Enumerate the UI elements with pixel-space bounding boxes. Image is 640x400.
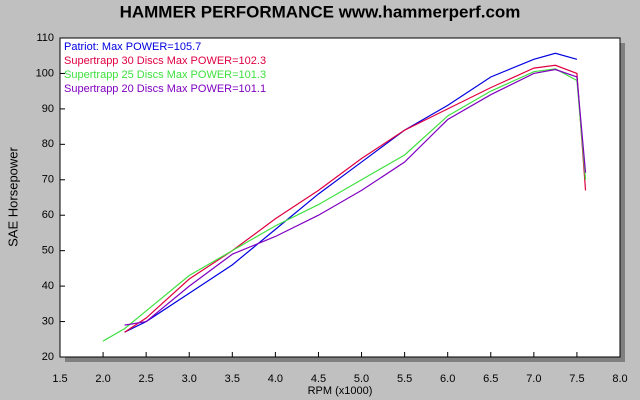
x-tick-label: 3.0 [182, 373, 197, 385]
x-axis-label: RPM (x1000) [308, 385, 373, 397]
x-tick-label: 1.5 [52, 373, 67, 385]
series-line [124, 68, 587, 326]
x-tick-label: 4.5 [311, 373, 326, 385]
x-tick-label: 6.5 [483, 373, 498, 385]
x-tick-label: 5.5 [397, 373, 412, 385]
x-tick-label: 7.5 [569, 373, 584, 385]
chart-title: HAMMER PERFORMANCE www.hammerperf.com [120, 2, 521, 21]
y-tick-label: 30 [42, 315, 54, 327]
y-axis-label: SAE Horsepower [5, 146, 20, 246]
y-tick-label: 40 [42, 280, 54, 292]
y-tick-label: 50 [42, 245, 54, 257]
series-line [102, 68, 587, 342]
y-tick-label: 110 [36, 32, 54, 44]
y-tick-label: 80 [42, 138, 54, 150]
legend-entry: Patriot: Max POWER=105.7 [64, 41, 201, 53]
legend-entry: Supertrapp 30 Discs Max POWER=102.3 [64, 55, 266, 67]
x-tick-label: 8.0 [612, 373, 627, 385]
x-tick-label: 2.5 [139, 373, 154, 385]
x-tick-label: 7.0 [526, 373, 541, 385]
legend-entry: Supertrapp 25 Discs Max POWER=101.3 [64, 69, 266, 81]
y-tick-label: 60 [42, 209, 54, 221]
y-tick-label: 100 [36, 67, 54, 79]
x-tick-label: 3.5 [225, 373, 240, 385]
series-line [124, 52, 578, 333]
x-tick-label: 6.0 [440, 373, 455, 385]
x-tick-label: 5.0 [354, 373, 369, 385]
plot-area [59, 37, 621, 358]
y-tick-label: 90 [42, 103, 54, 115]
x-tick-label: 2.0 [95, 373, 110, 385]
y-tick-label: 20 [42, 351, 54, 363]
y-tick-label: 70 [42, 174, 54, 186]
x-tick-label: 4.0 [268, 373, 283, 385]
legend-entry: Supertrapp 20 Discs Max POWER=101.1 [64, 83, 266, 95]
series-line [124, 64, 587, 333]
